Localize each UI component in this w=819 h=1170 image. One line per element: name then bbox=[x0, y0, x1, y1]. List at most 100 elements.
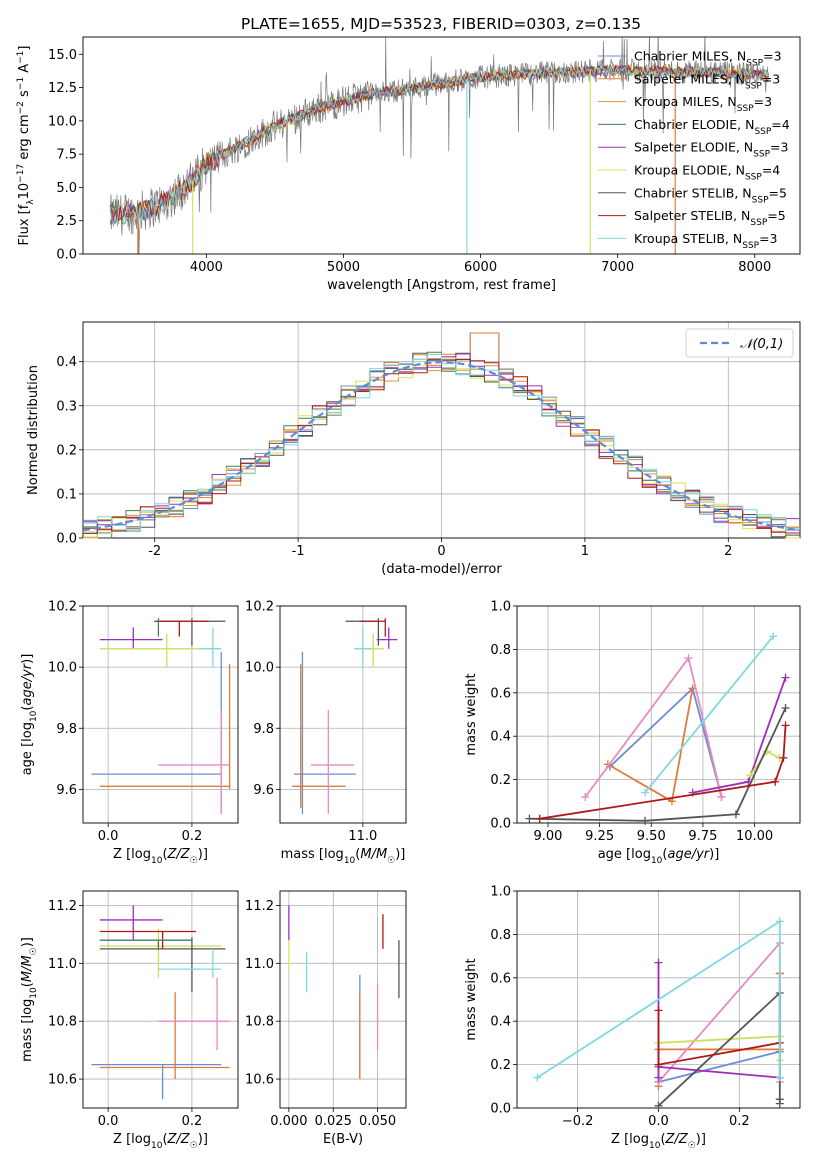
weight-series-line bbox=[584, 656, 723, 798]
x-tick-label: 0.2 bbox=[182, 1114, 203, 1129]
y-tick-label: 0.4 bbox=[56, 355, 77, 370]
normal-curve-line bbox=[82, 360, 801, 532]
model-spectrum-line bbox=[109, 65, 769, 226]
y-tick-label: 10.8 bbox=[245, 1015, 274, 1030]
weight-series-line bbox=[657, 973, 781, 1087]
weight-point-marker bbox=[641, 816, 650, 825]
weight-point-marker bbox=[775, 1099, 784, 1108]
x-tick-label: 10.00 bbox=[736, 829, 773, 844]
x-axis-label: (data-model)/error bbox=[381, 562, 502, 577]
legend-entry: Chabrier MILES, NSSP=3 bbox=[634, 49, 782, 69]
legend-entry: Kroupa STELIB, NSSP=3 bbox=[634, 231, 778, 251]
y-tick-label: 0.2 bbox=[490, 1058, 511, 1073]
weight-lines bbox=[525, 632, 790, 825]
weight-point-marker bbox=[731, 810, 740, 819]
x-tick-label: 4000 bbox=[190, 260, 223, 275]
y-tick-label: 11.2 bbox=[48, 899, 77, 914]
weight-point-marker bbox=[775, 917, 784, 926]
y-tick-label: 0.8 bbox=[490, 643, 511, 658]
axes-frame bbox=[82, 36, 801, 255]
y-axis-label: Flux [fλ10−17 erg cm−2 s−1 A−1] bbox=[16, 46, 36, 246]
y-tick-label: 10.6 bbox=[245, 1073, 274, 1088]
x-tick-label: 1 bbox=[581, 544, 589, 559]
weight-series-line bbox=[658, 973, 781, 1083]
weight-point-marker bbox=[781, 721, 790, 730]
histogram-series bbox=[83, 354, 800, 531]
weight-vs-age-panel: 9.00 9.25 9.50 9.75 10.00 0.0 0.2 0.4 0.6 0.8 1.0 a… bbox=[464, 600, 801, 866]
x-axis-label: wavelength [Angstrom, rest frame] bbox=[327, 278, 556, 293]
weight-point-marker bbox=[779, 753, 788, 762]
x-tick-label: -2 bbox=[148, 544, 161, 559]
x-tick-label: 9.75 bbox=[688, 829, 717, 844]
y-tick-label: 10.2 bbox=[245, 600, 274, 615]
y-tick-label: 0.0 bbox=[56, 248, 77, 263]
x-axis-label: Z [log10(Z/Z☉)] bbox=[113, 847, 208, 866]
y-tick-label: 9.6 bbox=[253, 783, 274, 798]
y-axis-label: mass weight bbox=[464, 958, 479, 1040]
weight-point-marker bbox=[684, 654, 693, 663]
y-axis-label: Normed distribution bbox=[26, 365, 41, 495]
weight-point-marker bbox=[781, 673, 790, 682]
y-axis-label: age [log10(age/yr)] bbox=[20, 654, 39, 776]
x-tick-label: 9.50 bbox=[637, 829, 666, 844]
y-tick-label: 0.6 bbox=[490, 971, 511, 986]
x-tick-label: 11.0 bbox=[348, 829, 377, 844]
x-tick-label: 9.00 bbox=[534, 829, 563, 844]
weight-series-line bbox=[644, 635, 774, 794]
y-tick-label: 0.0 bbox=[490, 817, 511, 832]
x-tick-label: 0.0 bbox=[648, 1114, 669, 1129]
weight-point-marker bbox=[746, 771, 755, 780]
y-tick-label: 9.8 bbox=[253, 722, 274, 737]
weight-point-marker bbox=[769, 632, 778, 641]
weight-point-marker bbox=[654, 1060, 663, 1069]
axes-frame bbox=[279, 890, 407, 1109]
y-tick-label: 0.4 bbox=[490, 730, 511, 745]
y-tick-label: 0.6 bbox=[490, 686, 511, 701]
legend-entry: Kroupa ELODIE, NSSP=4 bbox=[634, 163, 780, 183]
y-tick-label: 11.0 bbox=[245, 957, 274, 972]
spectrum-panel: 4000 5000 6000 7000 8000 0.0 2.5 5.0 7.5 10.0 12.5… bbox=[16, 36, 801, 293]
model-spectrum-line bbox=[110, 64, 769, 222]
x-axis-label: Z [log10(Z/Z☉)] bbox=[113, 1132, 208, 1151]
y-tick-label: 10.2 bbox=[48, 600, 77, 615]
y-tick-label: 0.8 bbox=[490, 928, 511, 943]
y-tick-label: 10.6 bbox=[48, 1073, 77, 1088]
axes-frame bbox=[82, 605, 239, 824]
x-axis-label: Z [log10(Z/Z☉)] bbox=[611, 1132, 706, 1151]
weight-point-marker bbox=[654, 958, 663, 967]
y-tick-label: 1.0 bbox=[490, 600, 511, 615]
x-tick-label: 0.050 bbox=[359, 1114, 396, 1129]
y-tick-label: 10.0 bbox=[245, 661, 274, 676]
axes-frame bbox=[279, 605, 407, 824]
weight-point-marker bbox=[717, 792, 726, 801]
weight-point-marker bbox=[771, 777, 780, 786]
legend-entry: Salpeter ELODIE, NSSP=3 bbox=[634, 140, 788, 160]
legend-entry: 𝒩(0,1) bbox=[740, 337, 783, 352]
legend-entry: Chabrier ELODIE, NSSP=4 bbox=[634, 117, 790, 137]
y-tick-label: 15.0 bbox=[48, 48, 77, 63]
legend-box bbox=[685, 328, 794, 358]
y-tick-label: 0.0 bbox=[56, 532, 77, 547]
spectrum-lines bbox=[109, 37, 769, 254]
y-tick-label: 0.4 bbox=[490, 1015, 511, 1030]
y-tick-label: 0.2 bbox=[490, 773, 511, 788]
age-vs-mass-panel: 11.0 9.6 9.8 10.0 10.2 mass [log10(M/M☉)] bbox=[245, 600, 407, 866]
age-vs-metallicity-panel: 0.0 0.2 9.6 9.8 10.0 10.2 Z [log10(Z/Z☉)] age [… bbox=[20, 600, 239, 866]
y-tick-label: 2.5 bbox=[56, 214, 77, 229]
legend-entry: Salpeter MILES, NSSP=3 bbox=[634, 71, 780, 91]
error-bars bbox=[91, 618, 231, 814]
histogram-series bbox=[83, 352, 800, 538]
y-tick-label: 5.0 bbox=[56, 181, 77, 196]
x-tick-label: 0.0 bbox=[98, 829, 119, 844]
weight-series-line bbox=[539, 725, 787, 820]
error-bars bbox=[91, 905, 230, 1100]
residuals-histogram-panel: -2 -1 0 1 2 0.0 0.1 0.2 0.3 0.4 (data-model)/error… bbox=[26, 321, 801, 577]
axes-frame bbox=[82, 890, 239, 1109]
x-tick-label: 0 bbox=[437, 544, 445, 559]
x-tick-label: 2 bbox=[724, 544, 732, 559]
x-axis-label: age [log10(age/yr)] bbox=[598, 847, 720, 866]
legend-entry: Kroupa MILES, NSSP=3 bbox=[634, 94, 772, 114]
error-bars bbox=[292, 618, 398, 814]
x-tick-label: 8000 bbox=[738, 260, 771, 275]
